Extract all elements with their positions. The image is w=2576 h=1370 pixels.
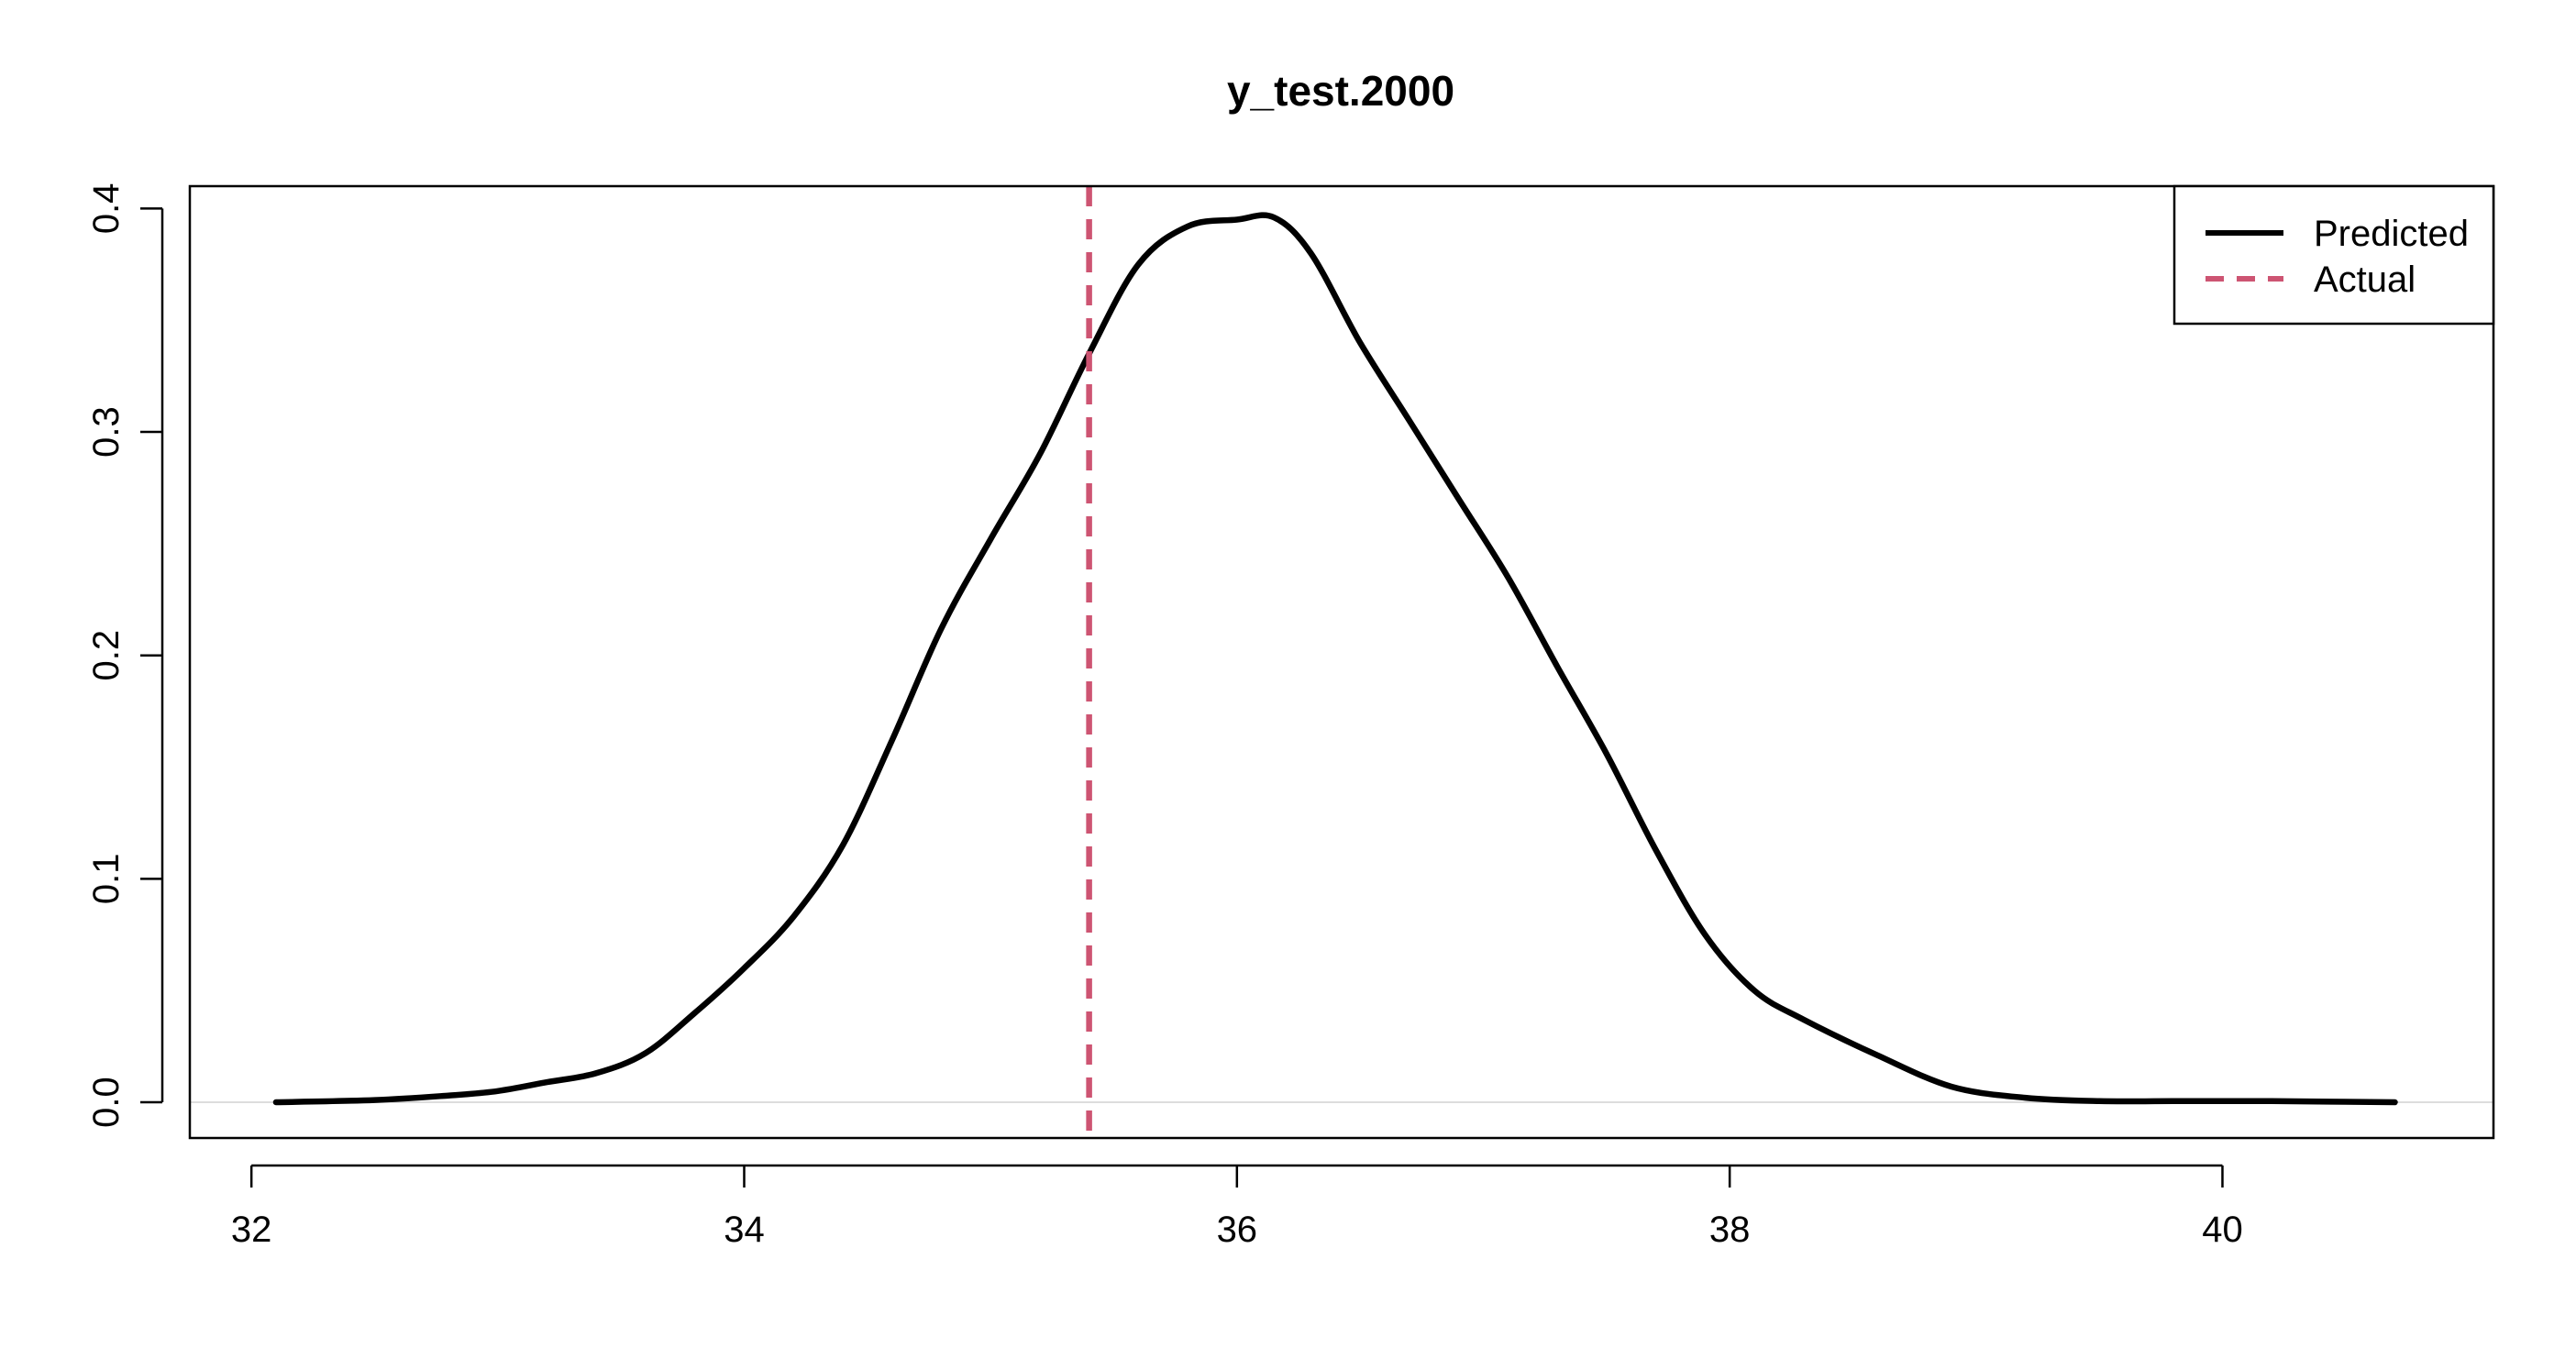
- legend-label-predicted: Predicted: [2314, 214, 2469, 254]
- legend: Predicted Actual: [2172, 184, 2495, 326]
- y-tick-label: 0.3: [86, 406, 127, 458]
- series-layer: [272, 186, 2398, 1138]
- x-axis: 32 34 36 38 40: [231, 1164, 2243, 1250]
- y-tick-label: 0.1: [86, 854, 127, 905]
- y-tick-label: 0.4: [86, 183, 127, 235]
- x-tick-label: 36: [1217, 1210, 1258, 1250]
- legend-box: [2172, 184, 2495, 326]
- y-tick-label: 0.2: [86, 630, 127, 681]
- series-line-predicted: [272, 212, 2398, 1106]
- y-axis: 0.0 0.1 0.2 0.3 0.4: [86, 183, 164, 1128]
- x-tick-label: 32: [231, 1210, 272, 1250]
- y-tick-label: 0.0: [86, 1077, 127, 1128]
- x-tick-label: 40: [2202, 1210, 2243, 1250]
- legend-label-actual: Actual: [2314, 260, 2416, 300]
- x-tick-label: 34: [724, 1210, 765, 1250]
- plot-frame: [188, 184, 2495, 1140]
- chart-title: y_test.2000: [1227, 67, 1454, 115]
- x-tick-label: 38: [1709, 1210, 1751, 1250]
